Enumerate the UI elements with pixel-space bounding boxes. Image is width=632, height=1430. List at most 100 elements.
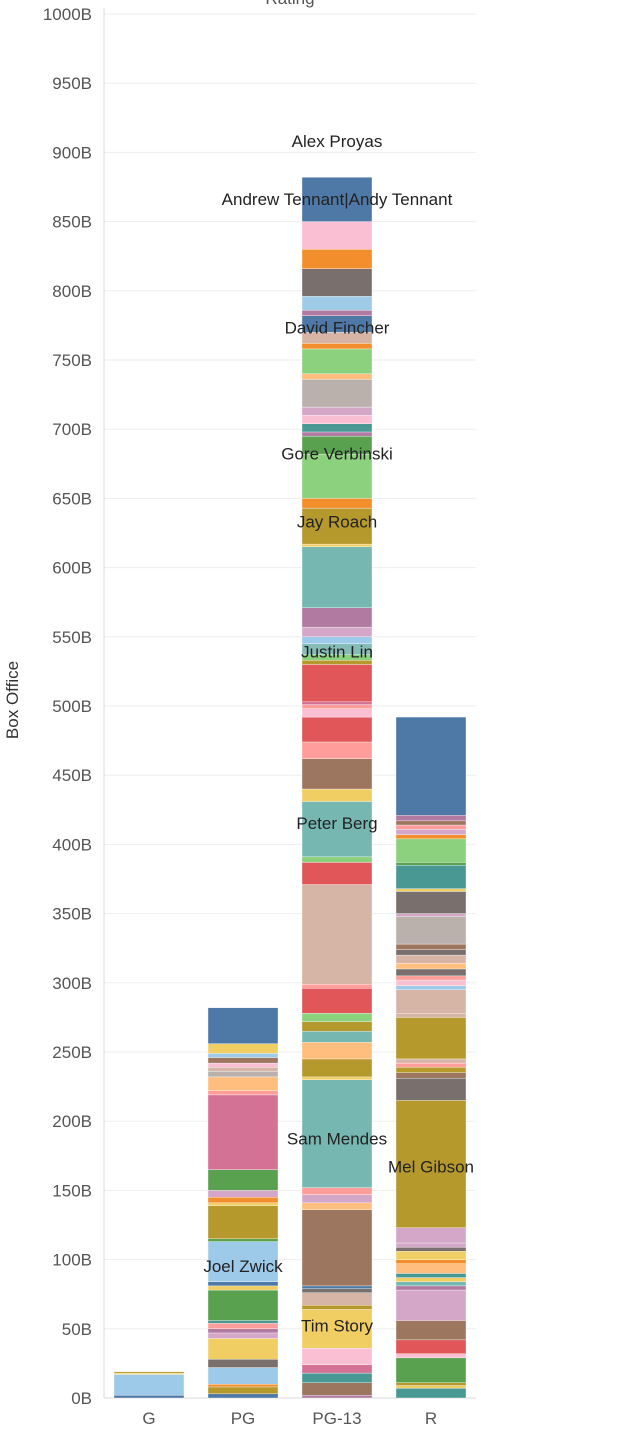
bar-segment[interactable] — [301, 708, 373, 718]
bar-segment[interactable] — [301, 507, 373, 545]
bar-segment[interactable] — [301, 1382, 373, 1396]
bar-segment[interactable] — [301, 1202, 373, 1210]
bar-segment[interactable] — [207, 1383, 279, 1388]
bar-segment[interactable] — [395, 985, 467, 990]
bar-segment[interactable] — [395, 1062, 467, 1068]
bar-segment[interactable] — [395, 829, 467, 835]
bar-segment[interactable] — [395, 1339, 467, 1354]
bar-segment[interactable] — [301, 177, 373, 222]
bar-segment[interactable] — [301, 379, 373, 408]
bar-segment[interactable] — [395, 1013, 467, 1018]
bar-segment[interactable] — [395, 1259, 467, 1264]
bar-segment[interactable] — [395, 943, 467, 950]
bar-segment[interactable] — [395, 1242, 467, 1248]
bar-segment[interactable] — [301, 607, 373, 628]
bar-segment[interactable] — [207, 1359, 279, 1368]
bar-segment[interactable] — [207, 1393, 279, 1399]
bar-segment[interactable] — [301, 423, 373, 433]
bar-segment[interactable] — [207, 1338, 279, 1360]
bar-segment[interactable] — [395, 1382, 467, 1386]
bar-segment[interactable] — [207, 1332, 279, 1339]
bar-segment[interactable] — [301, 1042, 373, 1060]
bar-segment[interactable] — [207, 1328, 279, 1334]
bar-segment[interactable] — [395, 1273, 467, 1278]
bar-segment[interactable] — [395, 862, 467, 866]
bar-segment[interactable] — [301, 343, 373, 350]
bar-segment[interactable] — [395, 838, 467, 863]
bar-segment[interactable] — [301, 856, 373, 863]
bar-segment[interactable] — [113, 1372, 185, 1375]
bar-segment[interactable] — [207, 1281, 279, 1287]
bar-segment[interactable] — [301, 988, 373, 1014]
bar-segment[interactable] — [207, 1241, 279, 1282]
bar-segment[interactable] — [113, 1395, 185, 1399]
bar-segment[interactable] — [301, 1364, 373, 1374]
bar-segment[interactable] — [301, 984, 373, 989]
bar-segment[interactable] — [395, 1100, 467, 1228]
bar-segment[interactable] — [301, 1395, 373, 1399]
bar-segment[interactable] — [395, 1251, 467, 1260]
bar-segment[interactable] — [301, 268, 373, 297]
bar-segment[interactable] — [207, 1076, 279, 1091]
bar-segment[interactable] — [207, 1057, 279, 1064]
bar-segment[interactable] — [113, 1374, 185, 1396]
bar-segment[interactable] — [395, 968, 467, 977]
bar-segment[interactable] — [301, 626, 373, 637]
bar-segment[interactable] — [301, 1309, 373, 1349]
bar-segment[interactable] — [301, 543, 373, 548]
bar-segment[interactable] — [207, 1067, 279, 1072]
bar-segment[interactable] — [395, 1353, 467, 1359]
bar-segment[interactable] — [301, 296, 373, 311]
bar-segment[interactable] — [395, 1357, 467, 1383]
bar-segment[interactable] — [301, 373, 373, 380]
bar-segment[interactable] — [301, 1013, 373, 1022]
bar-segment[interactable] — [395, 963, 467, 970]
bar-segment[interactable] — [395, 1285, 467, 1291]
bar-segment[interactable] — [301, 1348, 373, 1365]
bar-segment[interactable] — [301, 1076, 373, 1080]
bar-r[interactable] — [395, 716, 467, 1399]
bar-segment[interactable] — [301, 716, 373, 743]
bar-segment[interactable] — [395, 815, 467, 822]
bar-segment[interactable] — [207, 1169, 279, 1191]
bar-segment[interactable] — [395, 888, 467, 892]
bar-segment[interactable] — [301, 1292, 373, 1306]
bar-segment[interactable] — [301, 801, 373, 858]
bar-segment[interactable] — [301, 704, 373, 709]
bar-segment[interactable] — [207, 1094, 279, 1170]
bar-segment[interactable] — [207, 1285, 279, 1291]
bar-segment[interactable] — [113, 1371, 185, 1374]
bar-segment[interactable] — [301, 1209, 373, 1287]
bar-segment[interactable] — [301, 546, 373, 608]
bar-segment[interactable] — [395, 1320, 467, 1341]
bar-segment[interactable] — [395, 1072, 467, 1079]
bar-segment[interactable] — [395, 1017, 467, 1060]
bar-segment[interactable] — [301, 1194, 373, 1204]
bar-g[interactable] — [113, 1371, 185, 1399]
bar-segment[interactable] — [301, 1031, 373, 1043]
bar-segment[interactable] — [207, 1190, 279, 1198]
bar-segment[interactable] — [207, 1202, 279, 1206]
bar-segment[interactable] — [301, 1305, 373, 1310]
bar-segment[interactable] — [301, 884, 373, 985]
bar-segment[interactable] — [301, 453, 373, 499]
bar-segment[interactable] — [301, 1187, 373, 1195]
bar-segment[interactable] — [301, 431, 373, 437]
bar-segment[interactable] — [301, 1288, 373, 1293]
bar-segment[interactable] — [395, 1277, 467, 1282]
bar-segment[interactable] — [301, 862, 373, 885]
bar-segment[interactable] — [395, 1246, 467, 1252]
bar-segment[interactable] — [207, 1062, 279, 1068]
bar-segment[interactable] — [207, 1071, 279, 1078]
bar-segment[interactable] — [207, 1323, 279, 1329]
bar-segment[interactable] — [395, 975, 467, 981]
bar-segment[interactable] — [301, 1021, 373, 1032]
bar-segment[interactable] — [207, 1238, 279, 1242]
bar-segment[interactable] — [207, 1053, 279, 1058]
bar-segment[interactable] — [301, 664, 373, 703]
bar-segment[interactable] — [207, 1205, 279, 1240]
bar-segment[interactable] — [301, 310, 373, 316]
bar-segment[interactable] — [207, 1289, 279, 1321]
bar-segment[interactable] — [395, 716, 467, 816]
bar-segment[interactable] — [301, 498, 373, 509]
